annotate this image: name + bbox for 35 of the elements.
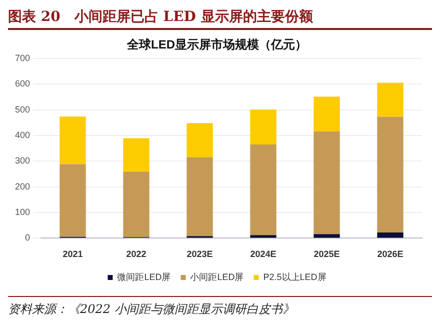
bar bbox=[377, 82, 404, 117]
chart-subtitle: 全球LED显示屏市场规模（亿元） bbox=[126, 38, 307, 52]
x-tick-label: 2021 bbox=[62, 249, 83, 260]
x-tick-label: 2024E bbox=[250, 249, 276, 260]
bar bbox=[377, 232, 404, 238]
bar bbox=[250, 235, 276, 238]
bar bbox=[314, 131, 340, 234]
bar bbox=[250, 144, 276, 236]
bar bbox=[186, 123, 213, 158]
legend-label: P2.5以上LED屏 bbox=[263, 272, 326, 282]
bar bbox=[250, 110, 276, 144]
legend-label: 小间距LED屏 bbox=[190, 272, 244, 282]
y-tick-label: 0 bbox=[25, 232, 30, 243]
bar bbox=[186, 157, 213, 236]
x-tick-label: 2025E bbox=[314, 249, 340, 260]
x-tick-label: 2023E bbox=[186, 249, 213, 260]
x-tick-label: 2026E bbox=[377, 249, 404, 260]
text: 资料来源：《2022 小间距与微间距显示调研白皮书》 bbox=[8, 297, 432, 318]
bar bbox=[123, 172, 150, 238]
y-tick-label: 100 bbox=[14, 207, 30, 217]
x-tick-label: 2022 bbox=[126, 249, 146, 260]
bar bbox=[314, 234, 340, 238]
bar bbox=[314, 96, 340, 132]
bar bbox=[377, 116, 404, 233]
y-tick-label: 400 bbox=[14, 130, 30, 140]
y-tick-label: 500 bbox=[14, 104, 30, 114]
bar bbox=[60, 164, 86, 237]
y-tick-label: 200 bbox=[14, 181, 30, 192]
y-tick-label: 300 bbox=[14, 156, 30, 166]
bar bbox=[60, 116, 86, 164]
chart-title: 图表 20 小间距屏已占 LED 显示屏的主要份额 bbox=[8, 8, 432, 30]
y-tick-label: 700 bbox=[14, 52, 30, 63]
y-tick-label: 600 bbox=[14, 78, 30, 89]
bar bbox=[123, 138, 150, 172]
legend-label: 微间距LED屏 bbox=[117, 272, 171, 282]
